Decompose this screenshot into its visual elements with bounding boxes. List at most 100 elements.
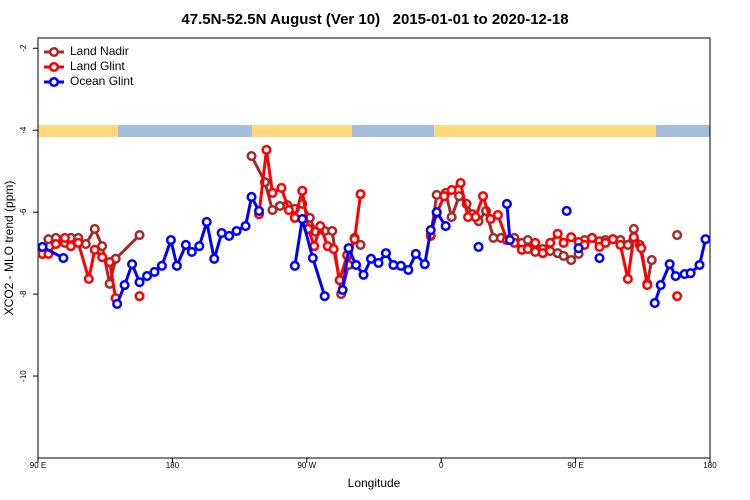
- point: [73, 237, 84, 248]
- point: [628, 232, 639, 243]
- point: [297, 214, 308, 225]
- point: [558, 250, 569, 262]
- point: [171, 260, 182, 271]
- point: [470, 212, 481, 223]
- point: [337, 284, 348, 296]
- point: [655, 280, 666, 291]
- point: [315, 221, 326, 232]
- point: [89, 244, 100, 255]
- point: [289, 260, 300, 271]
- legend-label: Land Nadir: [70, 44, 129, 58]
- point: [425, 225, 436, 236]
- point: [358, 269, 369, 280]
- point: [267, 205, 278, 216]
- point: [112, 298, 123, 309]
- x-tick-label: 90 E: [567, 461, 583, 470]
- point: [97, 252, 108, 263]
- point: [492, 209, 503, 221]
- point: [628, 223, 639, 234]
- point: [600, 237, 611, 248]
- point: [561, 205, 572, 216]
- land-band: [252, 125, 352, 137]
- point: [649, 298, 660, 309]
- x-tick-label: 180: [166, 461, 180, 470]
- point: [156, 260, 167, 271]
- point: [586, 232, 598, 244]
- point: [642, 280, 653, 291]
- point: [537, 248, 548, 259]
- point: [615, 239, 626, 250]
- x-tick-label: 0: [439, 461, 444, 470]
- point: [327, 225, 338, 237]
- point: [59, 232, 70, 244]
- point: [365, 253, 377, 264]
- point: [89, 223, 100, 234]
- point: [646, 255, 657, 266]
- x-tick-label: 180: [703, 461, 717, 470]
- legend-label: Ocean Glint: [70, 74, 134, 88]
- point: [355, 239, 366, 250]
- point: [127, 259, 138, 270]
- ocean-band: [118, 125, 252, 137]
- point: [246, 150, 257, 162]
- point: [58, 252, 69, 264]
- point: [700, 234, 711, 245]
- point: [141, 271, 153, 282]
- point: [545, 237, 556, 248]
- point: [380, 248, 391, 259]
- point: [636, 243, 647, 254]
- point: [504, 234, 515, 246]
- point: [473, 241, 484, 253]
- point: [373, 257, 384, 269]
- point: [209, 253, 220, 264]
- point: [186, 246, 197, 257]
- point: [349, 234, 360, 245]
- point: [607, 234, 618, 245]
- point: [522, 243, 533, 255]
- point: [240, 221, 251, 232]
- legend-marker: [48, 46, 60, 58]
- point: [134, 230, 145, 241]
- land-band: [38, 125, 118, 137]
- point: [307, 252, 318, 264]
- point: [343, 243, 354, 254]
- point: [104, 257, 115, 268]
- y-tick-label: -8: [19, 290, 28, 298]
- point: [37, 241, 48, 253]
- y-tick-label: -6: [19, 208, 28, 216]
- point: [566, 232, 577, 243]
- point: [165, 234, 176, 246]
- point: [403, 264, 414, 275]
- land-ocean-strip: [38, 125, 710, 137]
- y-tick-label: -10: [19, 370, 28, 382]
- point: [446, 212, 457, 223]
- point: [431, 207, 442, 218]
- point: [253, 205, 265, 216]
- x-tick-label: 90 E: [30, 461, 46, 470]
- point: [455, 178, 466, 189]
- point: [672, 291, 683, 302]
- point: [664, 259, 675, 270]
- point: [440, 221, 451, 232]
- point: [566, 255, 577, 266]
- point: [501, 198, 512, 210]
- y-tick-label: -4: [19, 126, 28, 134]
- point: [134, 291, 145, 302]
- point: [552, 228, 563, 239]
- chart-title: 47.5N-52.5N August (Ver 10) 2015-01-01 t…: [181, 11, 568, 28]
- point: [558, 237, 569, 248]
- point: [419, 259, 430, 270]
- series: [37, 144, 683, 304]
- point: [134, 277, 145, 288]
- point: [594, 252, 605, 264]
- point: [246, 191, 257, 203]
- ocean-band: [656, 125, 710, 137]
- point: [194, 241, 205, 252]
- point: [97, 241, 108, 252]
- point: [261, 144, 272, 155]
- point: [573, 243, 584, 254]
- point: [672, 230, 683, 241]
- point: [410, 248, 421, 259]
- point: [446, 184, 457, 196]
